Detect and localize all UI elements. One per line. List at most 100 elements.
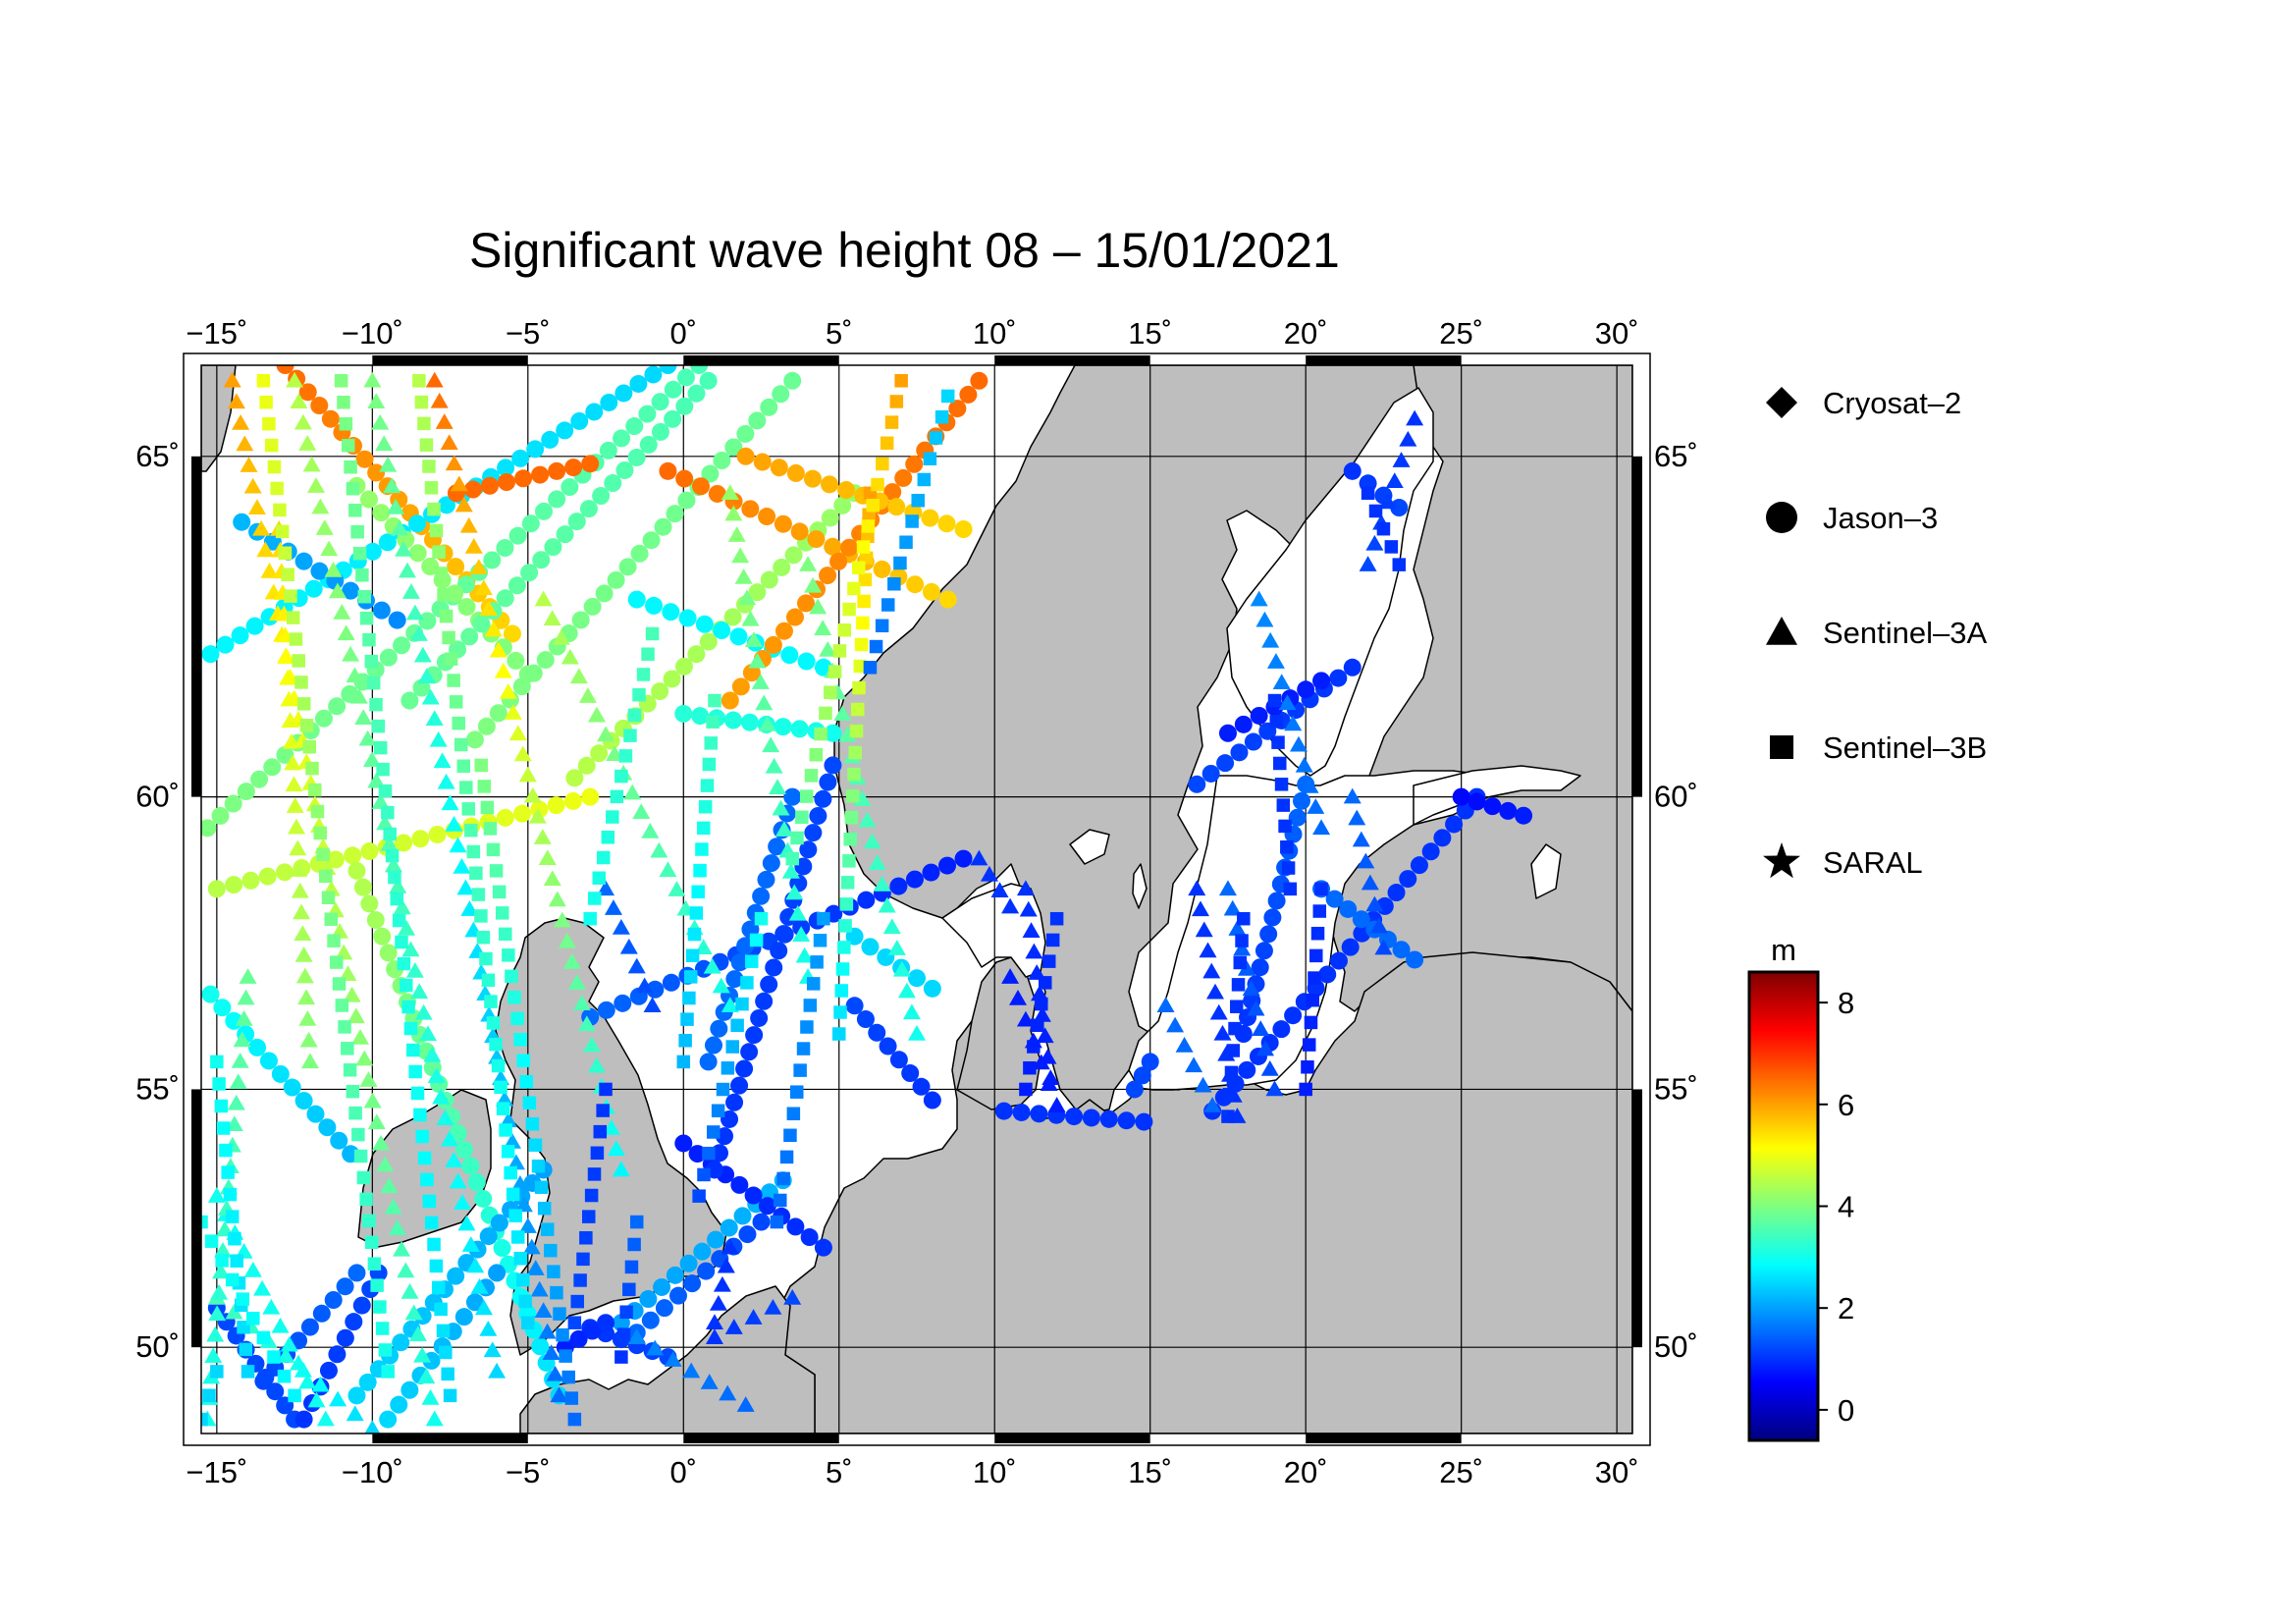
data-point-triangle bbox=[474, 579, 493, 596]
data-point-circle bbox=[625, 417, 644, 436]
data-point-circle bbox=[757, 870, 775, 889]
data-point-square bbox=[339, 417, 353, 431]
data-point-square bbox=[1280, 839, 1294, 854]
colorbar-tick-label: 6 bbox=[1838, 1088, 1854, 1122]
data-point-square bbox=[853, 659, 868, 674]
data-point-circle bbox=[1065, 1108, 1084, 1126]
data-point-circle bbox=[1201, 764, 1220, 783]
data-point-triangle bbox=[316, 1410, 335, 1427]
data-point-triangle bbox=[513, 745, 532, 762]
data-point-triangle bbox=[286, 371, 304, 388]
data-point-square bbox=[471, 888, 486, 901]
data-point-circle bbox=[783, 787, 802, 806]
data-point-square bbox=[395, 935, 408, 949]
data-point-circle bbox=[1339, 899, 1358, 918]
data-point-circle bbox=[336, 1277, 354, 1296]
data-point-triangle bbox=[408, 1325, 427, 1341]
data-point-square bbox=[412, 374, 426, 388]
map-frame bbox=[183, 352, 1651, 1446]
data-point-square bbox=[676, 1055, 691, 1069]
data-point-triangle bbox=[868, 854, 886, 871]
data-point-triangle bbox=[347, 1007, 365, 1024]
data-point-triangle bbox=[508, 725, 527, 741]
data-point-square bbox=[439, 609, 454, 623]
data-point-triangle bbox=[700, 1374, 719, 1389]
data-point-triangle bbox=[1261, 631, 1280, 648]
data-point-circle bbox=[736, 424, 755, 443]
data-point-square bbox=[582, 1210, 596, 1223]
data-point-triangle bbox=[1361, 874, 1379, 891]
data-point-circle bbox=[1468, 792, 1486, 811]
data-point-triangle bbox=[445, 1152, 463, 1167]
data-point-circle bbox=[503, 624, 521, 643]
data-point-square bbox=[352, 546, 367, 561]
data-point-triangle bbox=[432, 1088, 451, 1105]
data-point-square bbox=[858, 572, 873, 587]
data-point-triangle bbox=[804, 576, 823, 593]
data-point-circle bbox=[627, 590, 646, 609]
data-point-square bbox=[1019, 1082, 1033, 1097]
data-point-circle bbox=[738, 1225, 757, 1244]
data-point-circle bbox=[1292, 791, 1310, 810]
data-point-triangle bbox=[253, 1279, 272, 1296]
data-point-square bbox=[221, 1165, 235, 1179]
data-point-triangle bbox=[405, 961, 424, 978]
data-point-triangle bbox=[762, 736, 780, 753]
data-point-square bbox=[371, 719, 386, 733]
data-point-square bbox=[496, 1102, 510, 1115]
data-point-square bbox=[1224, 1065, 1239, 1080]
data-point-square bbox=[1384, 540, 1399, 554]
data-point-square bbox=[1038, 976, 1052, 990]
data-point-circle bbox=[514, 469, 533, 488]
data-point-square bbox=[480, 800, 495, 815]
data-point-circle bbox=[607, 570, 625, 589]
data-point-circle bbox=[507, 576, 526, 595]
data-point-square bbox=[278, 546, 293, 561]
lake-ladoga bbox=[1530, 843, 1562, 899]
data-point-square bbox=[341, 438, 355, 453]
data-point-square bbox=[917, 472, 932, 487]
data-point-circle bbox=[457, 598, 476, 617]
data-point-triangle bbox=[1175, 1037, 1194, 1053]
data-point-circle bbox=[393, 636, 411, 655]
data-point-circle bbox=[1125, 1080, 1144, 1099]
data-point-square bbox=[370, 1278, 384, 1292]
lon-tick-label-bottom: 0˚ bbox=[669, 1455, 697, 1489]
data-point-square bbox=[1041, 954, 1056, 968]
data-point-triangle bbox=[561, 648, 579, 665]
data-point-square bbox=[843, 833, 857, 846]
data-point-triangle bbox=[210, 1283, 229, 1300]
data-point-triangle bbox=[320, 540, 339, 557]
data-point-triangle bbox=[1166, 1016, 1185, 1033]
data-point-circle bbox=[905, 870, 924, 889]
data-point-triangle bbox=[523, 786, 542, 803]
data-point-circle bbox=[1218, 724, 1237, 742]
data-point-triangle bbox=[1218, 880, 1237, 896]
data-point-square bbox=[204, 1234, 219, 1248]
sea-gulf-of-finland bbox=[1413, 765, 1581, 826]
data-point-circle bbox=[651, 393, 669, 411]
data-point-square bbox=[289, 632, 303, 646]
data-point-triangle bbox=[727, 526, 746, 542]
data-point-triangle bbox=[271, 1317, 290, 1333]
data-point-square bbox=[310, 804, 325, 819]
data-point-square bbox=[373, 1300, 387, 1314]
data-point-circle bbox=[1483, 797, 1502, 816]
data-point-square bbox=[544, 1243, 558, 1258]
data-point-square bbox=[447, 674, 460, 687]
data-point-square bbox=[246, 1312, 260, 1325]
data-point-triangle bbox=[1255, 1040, 1274, 1056]
data-point-square bbox=[573, 1273, 587, 1287]
data-point-square bbox=[1237, 911, 1251, 926]
data-point-square bbox=[685, 948, 700, 962]
data-point-triangle bbox=[417, 1368, 436, 1384]
data-point-square bbox=[424, 1216, 439, 1230]
data-point-square bbox=[702, 757, 717, 772]
data-point-triangle bbox=[395, 541, 413, 557]
data-point-circle bbox=[1445, 815, 1464, 834]
data-point-circle bbox=[388, 611, 406, 629]
data-point-triangle bbox=[635, 977, 654, 994]
data-point-square bbox=[534, 1180, 549, 1194]
data-point-square bbox=[456, 759, 471, 774]
data-point-circle bbox=[948, 400, 967, 418]
